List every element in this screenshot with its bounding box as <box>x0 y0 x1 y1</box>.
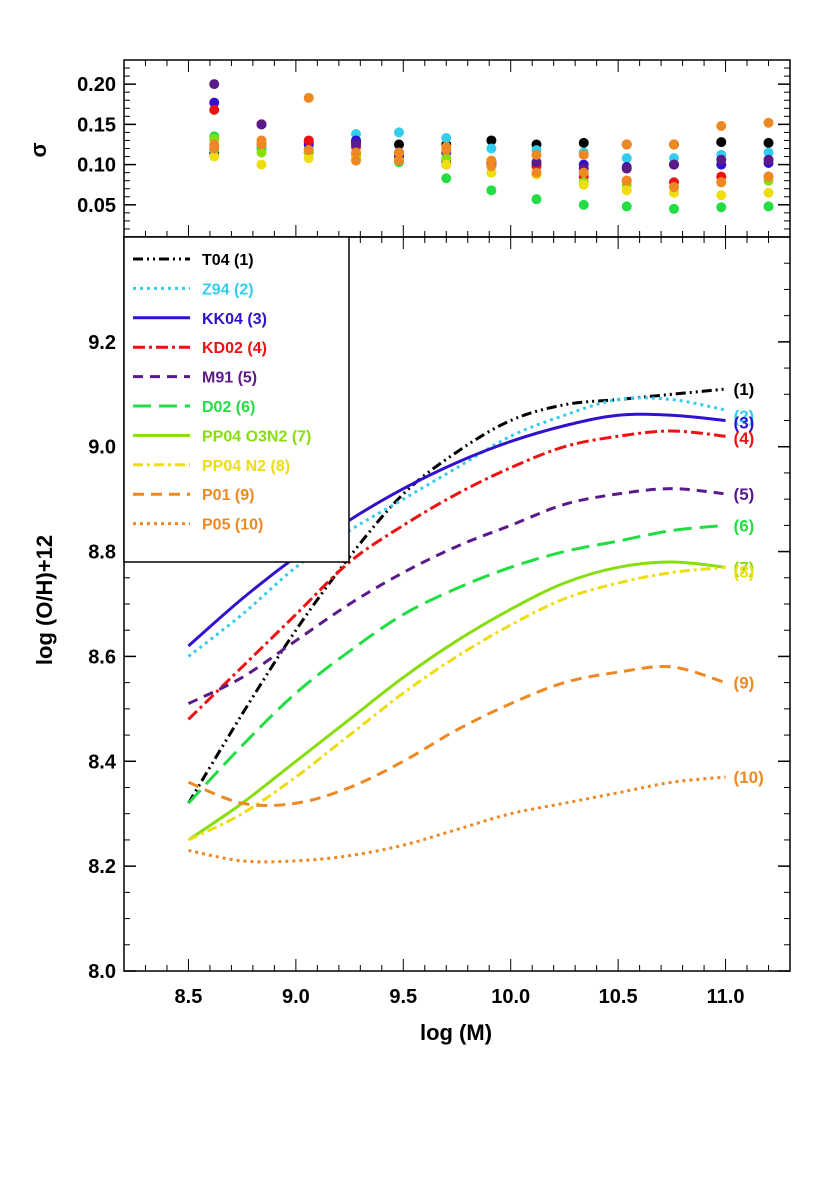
sigma-point-p05 <box>716 177 726 187</box>
top-panel-y-ticks: 0.20 0.15 0.10 0.05 <box>77 68 790 229</box>
sigma-point-pp04-n2 <box>622 185 632 195</box>
bottom-xtick-label: 8.5 <box>175 986 203 1008</box>
sigma-point-p05 <box>669 182 679 192</box>
bottom-xtick-label: 10.5 <box>599 986 638 1008</box>
sigma-point-p01 <box>622 139 632 149</box>
sigma-point-p05 <box>622 176 632 186</box>
sigma-point-p05 <box>531 168 541 178</box>
legend-label: M91 (5) <box>202 370 257 387</box>
sigma-point-p01 <box>764 118 774 128</box>
end-label-1: (1) <box>734 380 755 399</box>
sigma-point-d02 <box>579 200 589 210</box>
top-ytick-label: 0.20 <box>77 74 116 96</box>
sigma-point-d02 <box>441 173 451 183</box>
sigma-point-p01 <box>531 150 541 160</box>
sigma-point-t04 <box>764 138 774 148</box>
sigma-point-p05 <box>486 161 496 171</box>
line-pp04-n2 <box>188 567 725 840</box>
series-end-labels: (1) (2)(3)(4) (5) (6) (7)(8) (9) (10) <box>734 380 764 787</box>
end-label-10: (10) <box>734 768 764 787</box>
end-label-8: (8) <box>734 562 755 581</box>
sigma-point-p01 <box>304 93 314 103</box>
sigma-point-p05 <box>764 172 774 182</box>
sigma-point-p05 <box>209 144 219 154</box>
sigma-point-p05 <box>351 148 361 158</box>
top-ytick-label: 0.05 <box>77 195 116 217</box>
sigma-point-m91 <box>209 79 219 89</box>
bottom-ytick-label: 9.2 <box>88 332 116 354</box>
sigma-point-pp04-n2 <box>441 160 451 170</box>
sigma-point-pp04-n2 <box>764 188 774 198</box>
sigma-point-d02 <box>486 185 496 195</box>
sigma-point-z94 <box>441 133 451 143</box>
top-panel-ylabel: σ <box>26 142 51 157</box>
sigma-point-p05 <box>304 145 314 155</box>
sigma-point-p05 <box>579 168 589 178</box>
sigma-point-m91 <box>622 164 632 174</box>
sigma-point-d02 <box>531 194 541 204</box>
sigma-point-t04 <box>716 137 726 147</box>
sigma-point-p05 <box>394 148 404 158</box>
sigma-point-pp04-n2 <box>256 160 266 170</box>
bottom-ytick-label: 8.8 <box>88 542 116 564</box>
bottom-ytick-label: 8.2 <box>88 856 116 878</box>
sigma-point-m91 <box>256 119 266 129</box>
sigma-point-z94 <box>622 153 632 163</box>
sigma-point-kd02 <box>209 105 219 115</box>
sigma-point-d02 <box>669 204 679 214</box>
legend-label: KD02 (4) <box>202 340 267 357</box>
bottom-ytick-label: 8.4 <box>88 751 117 773</box>
end-label-4: (4) <box>734 429 755 448</box>
sigma-point-kd02 <box>304 135 314 145</box>
legend-label: D02 (6) <box>202 399 255 416</box>
sigma-point-t04 <box>579 138 589 148</box>
legend-label: Z94 (2) <box>202 281 254 298</box>
sigma-point-p01 <box>669 139 679 149</box>
legend-label: T04 (1) <box>202 252 254 269</box>
bottom-xtick-label: 9.0 <box>282 986 310 1008</box>
sigma-point-pp04-n2 <box>579 180 589 190</box>
sigma-point-d02 <box>716 202 726 212</box>
bottom-ytick-label: 8.6 <box>88 646 116 668</box>
end-label-5: (5) <box>734 485 755 504</box>
sigma-point-p01 <box>579 150 589 160</box>
sigma-point-d02 <box>622 201 632 211</box>
legend-label: P05 (10) <box>202 517 263 534</box>
sigma-point-m91 <box>716 155 726 165</box>
sigma-point-m91 <box>669 160 679 170</box>
line-p01 <box>188 667 725 806</box>
sigma-point-pp04-n2 <box>716 190 726 200</box>
top-panel-frame <box>124 60 790 237</box>
line-d02 <box>188 525 725 803</box>
bottom-ytick-label: 8.0 <box>88 961 116 983</box>
legend-label: PP04 O3N2 (7) <box>202 428 311 445</box>
end-label-9: (9) <box>734 674 755 693</box>
sigma-point-z94 <box>486 144 496 154</box>
end-label-6: (6) <box>734 516 755 535</box>
sigma-point-m91 <box>764 155 774 165</box>
legend-label: P01 (9) <box>202 487 254 504</box>
sigma-point-p05 <box>256 139 266 149</box>
sigma-point-p01 <box>716 121 726 131</box>
legend-label: KK04 (3) <box>202 311 267 328</box>
top-panel-points <box>209 79 773 214</box>
bottom-xtick-label: 11.0 <box>707 986 745 1008</box>
sigma-point-p05 <box>441 145 451 155</box>
legend-label: PP04 N2 (8) <box>202 458 290 475</box>
top-ytick-label: 0.10 <box>77 155 116 177</box>
bottom-panel-xlabel: log (M) <box>420 1020 492 1045</box>
top-ytick-label: 0.15 <box>77 114 116 136</box>
bottom-xtick-label: 10.0 <box>491 986 530 1008</box>
mass-metallicity-chart: σ 0.20 0.15 0.10 0.05 8.0 8.2 8.4 8.6 8.8 9.0 9.2… <box>0 0 830 1186</box>
sigma-point-z94 <box>394 127 404 137</box>
bottom-panel-ylabel: log (O/H)+12 <box>32 535 57 665</box>
bottom-ytick-label: 9.0 <box>88 437 116 459</box>
bottom-xtick-label: 9.5 <box>389 986 417 1008</box>
line-pp04-o3n2 <box>188 562 725 840</box>
sigma-point-d02 <box>764 201 774 211</box>
line-p05 <box>188 777 725 862</box>
